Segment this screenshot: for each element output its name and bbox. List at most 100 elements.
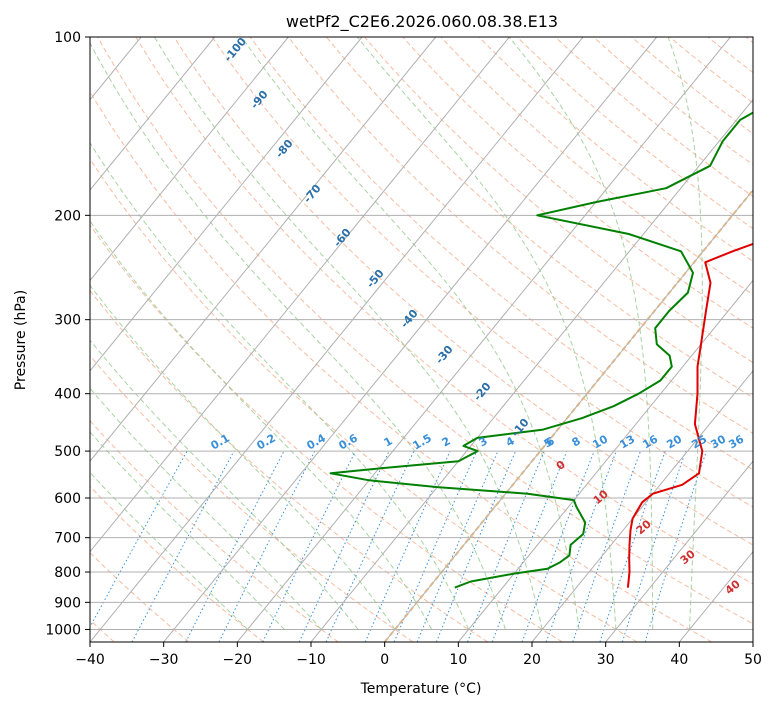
isotherm-line [457,279,753,642]
moist-adiabat-line [90,284,396,630]
dry-adiabat-label: -10 [509,416,532,440]
x-tick-label: 40 [670,652,688,668]
isotherm-line [90,37,584,642]
moist-adiabat-line [90,431,285,630]
x-axis: −40 −30 −20 −10 0 10 20 30 40 50 [75,642,762,668]
mixing-ratio-label: 30 [708,432,728,451]
mixing-ratio-line [393,450,478,642]
isotherm-line [90,37,363,372]
moist-adiabat-line [90,471,248,630]
isotherm-line [0,37,67,642]
dry-adiabat-line [211,37,753,508]
dry-adiabat-line [135,37,753,585]
mixing-ratio-line [491,450,568,642]
isotherm-line [90,37,289,282]
isotherm-line [752,641,753,642]
dewpoint-profile-line [329,111,753,589]
moist-adiabat-line [154,37,543,630]
dry-adiabat-label: -20 [471,380,494,404]
moist-adiabat-line [90,387,322,630]
moist-adiabat-line [508,37,654,630]
dry-adiabat-line [249,37,753,471]
dry-adiabat-line [440,37,753,296]
isotherm-label: 10 [591,487,611,507]
zero-isotherm-line [383,188,753,642]
dry-adiabat-line [745,37,753,44]
mixing-ratio-line [364,450,451,642]
y-tick-label: 100 [54,30,81,46]
dry-adiabat-line [90,552,190,642]
dry-adiabat-label: -60 [331,226,354,250]
moist-adiabat-line [241,37,580,630]
mixing-ratio-label: 25 [689,433,709,452]
y-tick-label: 400 [54,387,81,403]
mixing-ratio-line [644,450,707,642]
x-tick-label: −20 [223,652,253,668]
moist-adiabat-line [90,220,433,630]
mixing-ratio-label: 1 [382,434,395,449]
dry-adiabat-line [90,158,638,642]
mixing-ratio-line [521,450,595,642]
y-tick-label: 500 [54,444,81,460]
moist-adiabat-line [667,37,703,630]
moist-adiabat-line [90,339,359,630]
x-tick-label: −10 [296,652,326,668]
isotherm-line [678,550,753,642]
mixing-ratio-line [131,450,235,642]
dry-adiabat-line [90,289,488,642]
y-tick-label: 200 [54,208,81,224]
x-axis-label: Temperature (°C) [360,681,482,697]
isotherm-line [605,460,753,642]
mixing-ratio-line [599,450,666,642]
mixing-ratio-label: 0.2 [255,431,278,452]
mixing-ratio-label: 13 [617,433,637,452]
isotherm-line [90,37,437,463]
moist-adiabat-line [356,37,617,630]
y-tick-label: 900 [54,595,81,611]
dry-adiabat-label: -50 [364,267,387,291]
x-tick-label: 10 [449,652,467,668]
isotherm-line [90,37,510,553]
x-tick-label: 50 [744,652,762,668]
x-tick-label: 20 [523,652,541,668]
isotherm-line [90,37,216,191]
y-tick-label: 600 [54,491,81,507]
dry-adiabat-line [554,37,753,198]
dry-adiabat-line [90,354,414,642]
plot-frame [89,36,754,643]
dry-adiabat-label: -100 [221,35,249,65]
dry-adiabat-line [97,37,753,625]
mixing-ratio-line [185,450,285,642]
isotherm-label: 0 [554,458,568,473]
y-axis: 100 200 300 400 500 600 700 800 900 1000 [45,30,90,638]
mixing-ratio-label: 36 [726,432,746,451]
y-tick-label: 800 [54,565,81,581]
y-tick-label: 300 [54,313,81,329]
mixing-ratio-label: 2 [440,434,453,449]
isotherm-label: 20 [634,517,654,537]
mixing-ratio-line [621,450,687,642]
isotherm-line [163,37,658,642]
background-lines [0,37,753,642]
mixing-ratio-line [90,450,188,628]
moist-adiabat-line [90,42,506,630]
isotherm-line [310,98,753,642]
mixing-ratio-label: 0.4 [305,431,329,452]
x-tick-label: 0 [380,652,389,668]
dry-adiabat-label: -40 [398,307,421,331]
mixing-ratio-line [435,450,517,642]
y-tick-label: 1000 [45,622,81,638]
mixing-ratio-line [416,450,499,642]
mixing-ratio-line [218,450,316,642]
isotherm-label: 40 [723,577,743,597]
profile-lines [329,111,753,589]
dry-adiabat-label: -70 [301,182,324,206]
x-tick-label: −40 [75,652,105,668]
mixing-ratio-line [545,450,617,642]
isotherm-line [531,370,753,642]
dry-adiabat-label: -30 [433,343,456,367]
y-tick-label: 700 [54,531,81,547]
dry-adiabat-line [326,37,753,399]
y-axis-label: Pressure (hPa) [13,290,29,390]
